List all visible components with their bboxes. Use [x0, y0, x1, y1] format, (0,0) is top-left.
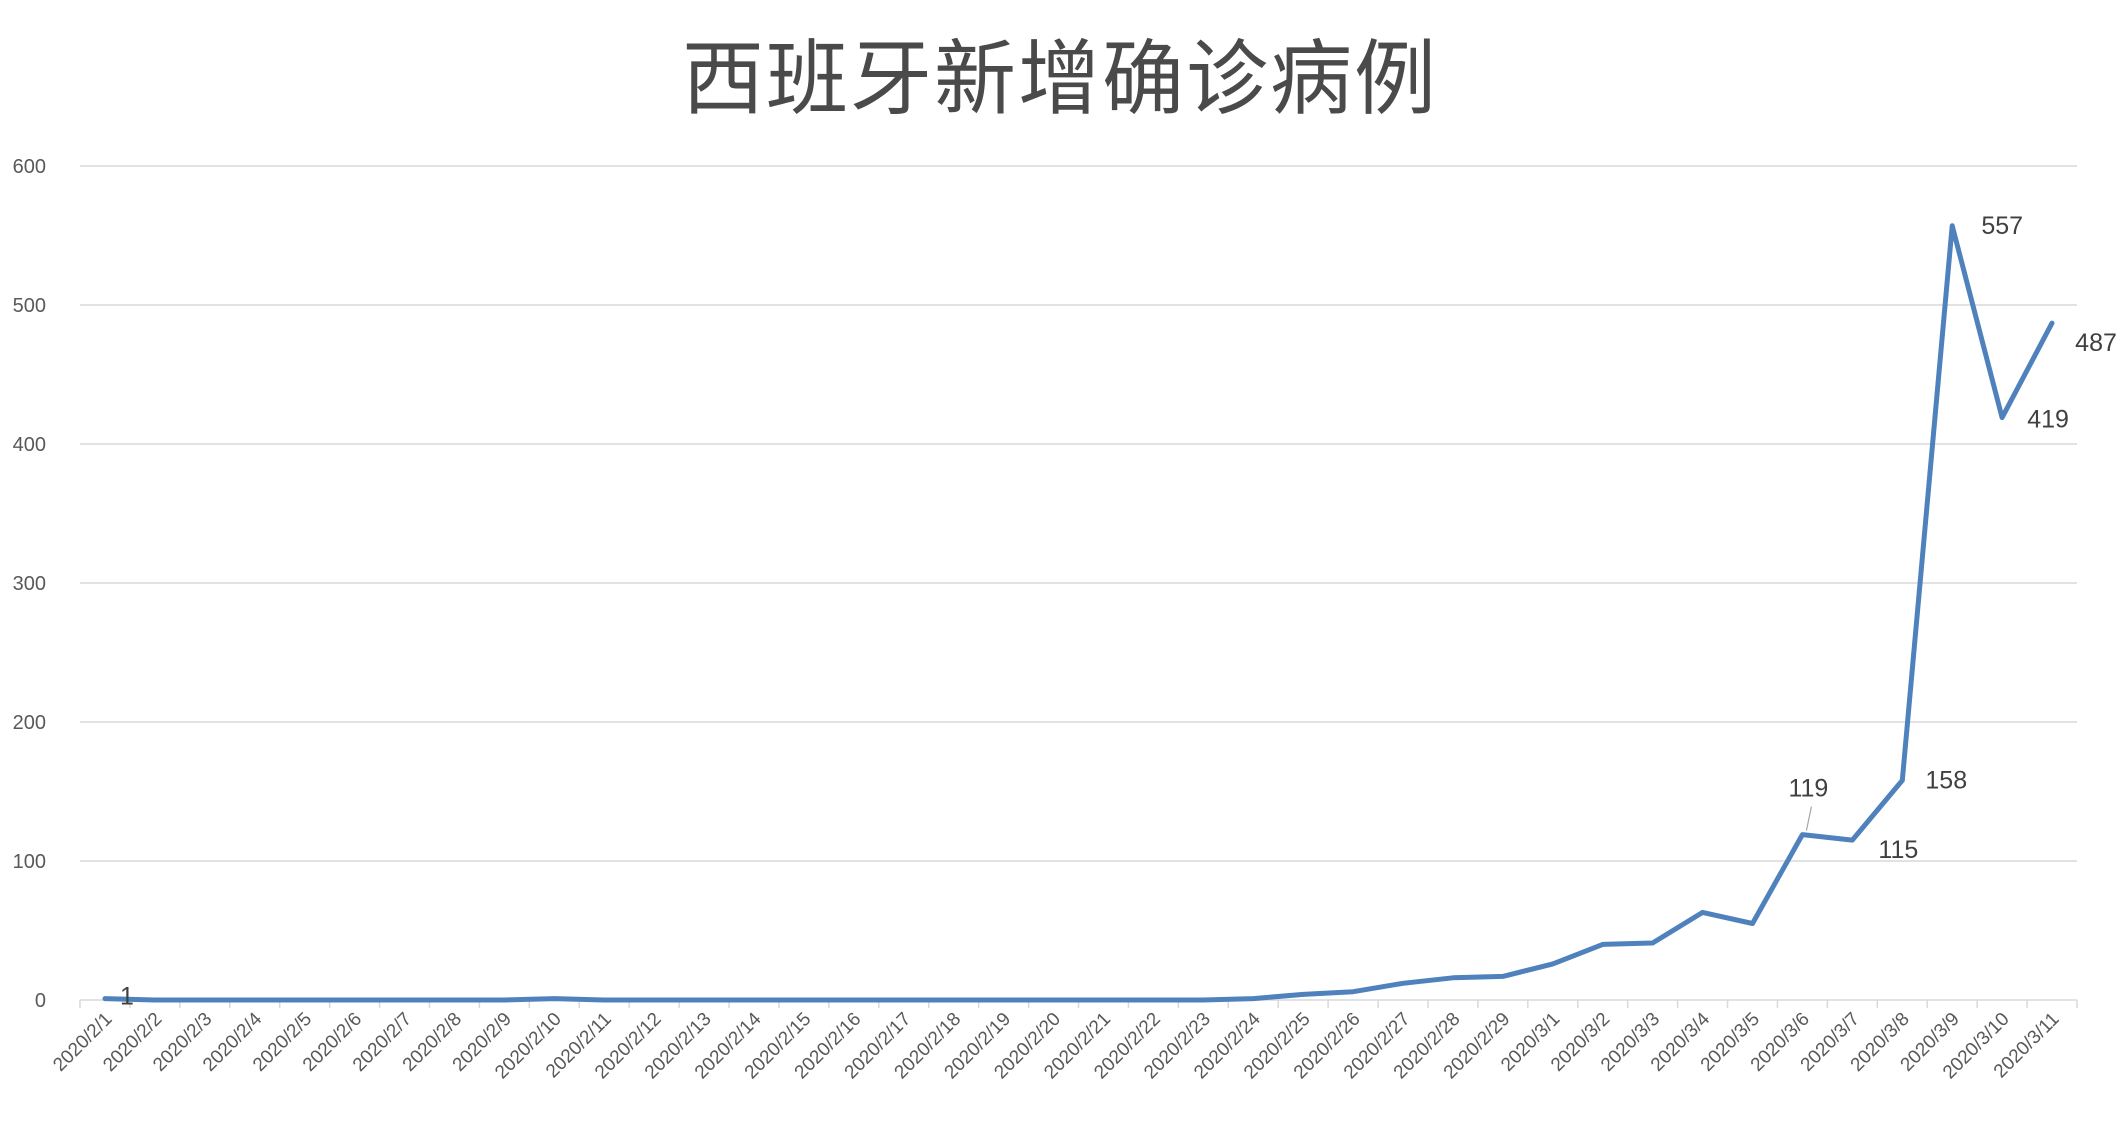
y-tick-label: 300: [13, 573, 46, 595]
y-axis-ticks: 0 100 200 300 400 500 600: [13, 156, 46, 1012]
y-tick-label: 500: [13, 295, 46, 317]
y-tick-label: 400: [13, 434, 46, 456]
data-label: 1: [120, 983, 134, 1011]
y-tick-label: 100: [13, 851, 46, 873]
leader-line: [1805, 806, 1812, 831]
data-label: 487: [2075, 329, 2117, 357]
y-tick-label: 600: [13, 156, 46, 178]
series-line: [102, 223, 2055, 1003]
data-label: 115: [1878, 836, 1918, 864]
data-labels: 1 119 115 158 557 419 487: [120, 212, 2117, 1011]
gridlines: [79, 165, 2078, 1008]
data-label: 419: [2027, 406, 2069, 434]
x-axis-ticks: 2020/2/12020/2/22020/2/32020/2/42020/2/5…: [49, 1008, 2063, 1083]
data-label: 119: [1788, 775, 1828, 803]
series-group: [102, 223, 2055, 1003]
data-label: 557: [1981, 212, 2023, 240]
chart-title: 西班牙新增确诊病例: [681, 32, 1438, 127]
y-tick-label: 200: [13, 712, 46, 734]
data-label: 158: [1925, 766, 1967, 794]
y-tick-label: 0: [35, 990, 46, 1012]
